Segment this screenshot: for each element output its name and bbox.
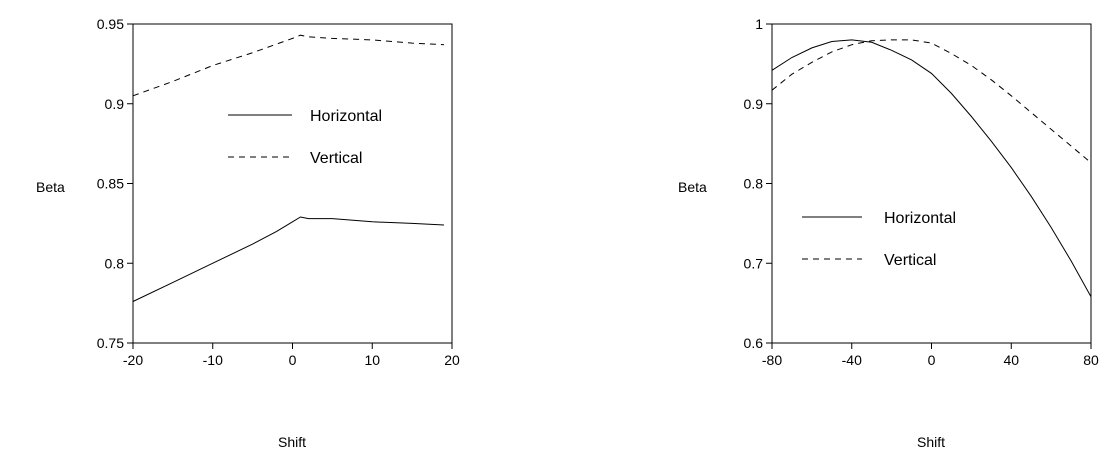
chart-1-x-ticks: -20 -10 0 10 20 xyxy=(123,343,460,368)
chart-1-x-axis-title: Shift xyxy=(278,434,306,450)
chart-1-series xyxy=(132,34,445,302)
chart-2-y-tick-label: 0.9 xyxy=(744,96,764,112)
chart-1-series-vertical xyxy=(132,34,445,97)
chart-1-y-tick-label: 0.75 xyxy=(97,335,124,351)
chart-2-legend-horizontal-label: Horizontal xyxy=(884,210,956,227)
chart-2-legend: Horizontal Vertical xyxy=(802,210,956,269)
chart-1-y-ticks: 0.75 0.8 0.85 0.9 0.95 xyxy=(97,16,133,351)
chart-1-legend: Horizontal Vertical xyxy=(228,108,382,167)
chart-2-x-tick-label: -40 xyxy=(842,352,862,368)
chart-2-y-axis-title: Beta xyxy=(678,179,707,195)
chart-2-x-tick-label: -80 xyxy=(762,352,782,368)
chart-1-legend-vertical-label: Vertical xyxy=(310,150,362,167)
chart-2-x-ticks: -80 -40 0 40 80 xyxy=(762,343,1099,368)
chart-2-series-horizontal xyxy=(771,39,1092,297)
chart-2-plot-frame xyxy=(771,23,1092,344)
chart-2-y-ticks: 0.6 0.7 0.8 0.9 1 xyxy=(744,16,772,351)
chart-1: 0.75 0.8 0.85 0.9 0.95 -20 -10 0 10 20 Beta Shif… xyxy=(36,16,460,450)
chart-1-y-tick-label: 0.9 xyxy=(105,96,125,112)
chart-2-x-axis-title: Shift xyxy=(917,434,945,450)
chart-1-y-tick-label: 0.85 xyxy=(97,176,124,192)
chart-2-x-tick-label: 80 xyxy=(1083,352,1099,368)
chart-2-legend-vertical-label: Vertical xyxy=(884,252,936,269)
chart-2-x-tick-label: 40 xyxy=(1003,352,1019,368)
chart-1-x-tick-label: 20 xyxy=(444,352,460,368)
chart-1-y-axis-title: Beta xyxy=(36,179,65,195)
chart-2: 0.6 0.7 0.8 0.9 1 -80 -40 0 40 80 Beta Shift Hor… xyxy=(678,16,1099,450)
chart-1-legend-horizontal-label: Horizontal xyxy=(310,108,382,125)
chart-1-x-tick-label: 0 xyxy=(289,352,297,368)
chart-2-y-tick-label: 0.6 xyxy=(744,335,764,351)
chart-1-y-tick-label: 0.95 xyxy=(97,16,124,32)
chart-2-y-tick-label: 0.8 xyxy=(744,176,764,192)
chart-2-series xyxy=(771,39,1092,297)
chart-1-y-tick-label: 0.8 xyxy=(105,255,125,271)
chart-1-x-tick-label: -10 xyxy=(203,352,223,368)
chart-2-y-tick-label: 0.7 xyxy=(744,255,764,271)
chart-2-x-tick-label: 0 xyxy=(928,352,936,368)
chart-1-series-horizontal xyxy=(132,216,445,302)
chart-1-plot-frame xyxy=(132,23,453,344)
chart-1-x-tick-label: 10 xyxy=(364,352,380,368)
chart-2-series-vertical xyxy=(771,39,1092,164)
chart-1-x-tick-label: -20 xyxy=(123,352,143,368)
chart-2-y-tick-label: 1 xyxy=(755,16,763,32)
